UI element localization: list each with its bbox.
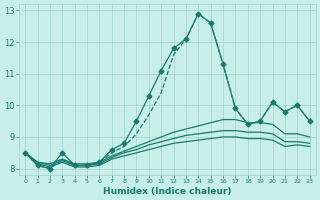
X-axis label: Humidex (Indice chaleur): Humidex (Indice chaleur)	[103, 187, 232, 196]
